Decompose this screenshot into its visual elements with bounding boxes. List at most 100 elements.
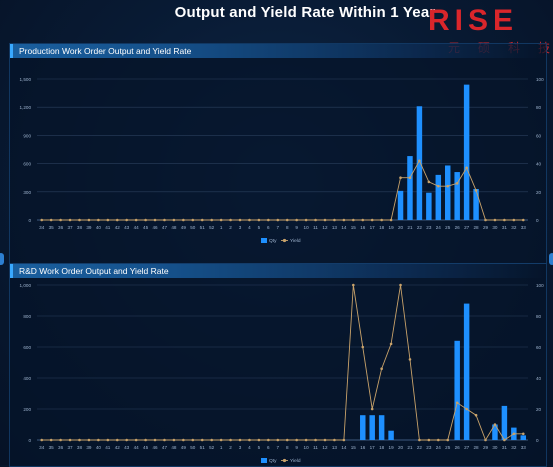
- yield-point: [323, 218, 327, 222]
- bar-qty: [426, 192, 432, 220]
- yield-point: [361, 345, 365, 349]
- yield-point: [125, 438, 129, 442]
- bar-qty: [388, 430, 394, 440]
- x-tick-label: 25: [445, 445, 451, 450]
- yield-point: [115, 218, 119, 222]
- x-tick-label: 3: [239, 445, 242, 450]
- yield-point: [40, 438, 44, 442]
- y-tick-label: 400: [23, 376, 31, 381]
- legend-qty-swatch: [261, 458, 267, 463]
- yield-point: [399, 283, 402, 287]
- x-tick-label: 37: [67, 225, 73, 230]
- x-tick-label: 49: [181, 445, 187, 450]
- yield-line: [41, 284, 524, 442]
- yield-point: [200, 218, 204, 222]
- yield-point: [521, 218, 525, 222]
- yield-point: [172, 218, 176, 222]
- chevron-left-icon[interactable]: [0, 253, 4, 265]
- rnd-chart-title: R&D Work Order Output and Yield Rate: [10, 264, 546, 278]
- yield-point: [78, 438, 81, 442]
- x-tick-label: 48: [171, 445, 177, 450]
- bar-qty: [378, 415, 385, 440]
- yield-point: [267, 438, 270, 442]
- yield-line: [41, 159, 524, 221]
- yield-point: [304, 218, 308, 222]
- x-tick-label: 46: [152, 445, 158, 450]
- bar-qty: [454, 172, 460, 220]
- production-chart-title: Production Work Order Output and Yield R…: [10, 44, 546, 58]
- x-tick-label: 24: [436, 445, 442, 450]
- x-tick-label: 38: [77, 225, 83, 230]
- x-tick-label: 35: [49, 225, 55, 230]
- yield-point: [427, 438, 431, 442]
- y-tick-label: 800: [23, 314, 31, 319]
- yield-point: [163, 438, 166, 442]
- x-tick-label: 10: [304, 445, 310, 450]
- x-tick-label: 18: [379, 225, 385, 230]
- x-tick-label: 34: [39, 445, 45, 450]
- x-tick-label: 23: [426, 225, 432, 230]
- yield-point: [210, 218, 213, 222]
- bar-qty: [454, 340, 460, 440]
- bar-qty: [369, 415, 375, 440]
- x-tick-label: 28: [474, 445, 480, 450]
- yield-point: [465, 407, 468, 411]
- yield-point: [304, 438, 308, 442]
- bar-qty: [435, 174, 442, 220]
- yield-point: [436, 438, 440, 442]
- x-tick-label: 52: [209, 225, 215, 230]
- yield-point: [352, 218, 355, 222]
- yield-point: [503, 218, 506, 222]
- x-tick-label: 33: [521, 225, 527, 230]
- yield-point: [210, 438, 213, 442]
- yield-point: [144, 438, 147, 442]
- bar-qty: [463, 303, 470, 440]
- yield-point: [191, 218, 195, 222]
- x-tick-label: 32: [511, 445, 517, 450]
- x-tick-label: 1: [220, 225, 223, 230]
- x-tick-label: 23: [426, 445, 432, 450]
- yield-point: [427, 180, 431, 184]
- x-tick-label: 43: [124, 445, 130, 450]
- yield-point: [512, 432, 516, 436]
- y2-tick-label: 0: [536, 218, 539, 223]
- y2-tick-label: 40: [536, 376, 542, 381]
- yield-point: [59, 438, 62, 442]
- yield-point: [295, 218, 298, 222]
- x-tick-label: 7: [276, 445, 279, 450]
- y2-tick-label: 20: [536, 190, 542, 195]
- x-tick-label: 36: [58, 445, 64, 450]
- y2-tick-label: 40: [536, 162, 542, 167]
- yield-point: [87, 218, 91, 222]
- bar-qty: [520, 435, 527, 440]
- x-tick-label: 50: [190, 225, 196, 230]
- yield-point: [380, 218, 383, 222]
- yield-point: [484, 218, 487, 222]
- x-tick-label: 40: [96, 225, 102, 230]
- yield-point: [474, 413, 478, 417]
- yield-point: [408, 176, 412, 179]
- yield-point: [370, 407, 374, 411]
- x-tick-label: 20: [398, 225, 404, 230]
- legend-yield-marker: [282, 238, 287, 243]
- x-tick-label: 45: [143, 445, 149, 450]
- x-tick-label: 8: [286, 445, 289, 450]
- chevron-right-icon[interactable]: [549, 253, 553, 265]
- x-tick-label: 42: [115, 445, 121, 450]
- x-tick-label: 37: [67, 445, 73, 450]
- yield-point: [474, 189, 478, 192]
- x-tick-label: 2: [229, 225, 232, 230]
- y-tick-label: 600: [23, 345, 31, 350]
- x-tick-label: 25: [445, 225, 451, 230]
- yield-point: [446, 438, 450, 442]
- x-tick-label: 16: [360, 225, 366, 230]
- yield-point: [370, 218, 374, 222]
- yield-point: [248, 438, 251, 442]
- y-tick-label: 0: [28, 218, 31, 223]
- x-tick-label: 26: [455, 445, 461, 450]
- yield-point: [238, 438, 242, 442]
- x-tick-label: 32: [511, 225, 517, 230]
- bar-qty: [463, 84, 470, 220]
- x-tick-label: 15: [351, 445, 357, 450]
- yield-point: [493, 218, 497, 222]
